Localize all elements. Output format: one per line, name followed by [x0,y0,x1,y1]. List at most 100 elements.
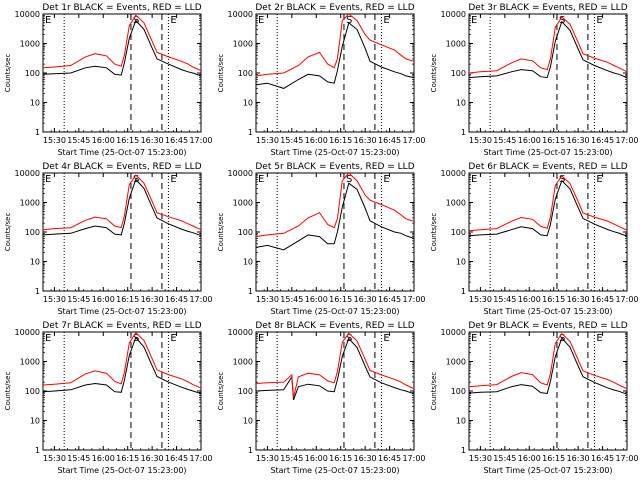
event-marker-label: E [383,333,389,344]
chart-title: Det 3r BLACK = Events, RED = LLD [468,3,627,13]
series-line-events [42,336,202,394]
x-tick-label: 15:45 [280,295,303,304]
event-marker-label: E [170,15,176,26]
x-axis-label: Start Time (25-Oct-07 15:23:00) [483,466,612,475]
y-tick-label: 1 [461,287,466,296]
y-tick-label: 1 [248,287,253,296]
x-tick-label: 16:15 [329,136,352,145]
y-axis-label: Counts/sec [430,213,438,252]
x-tick-label: 15:45 [280,136,303,145]
x-tick-label: 17:00 [402,454,425,463]
x-tick-label: 16:45 [591,454,614,463]
y-tick-label: 1 [461,446,466,455]
y-tick-label: 1000 [233,358,253,367]
x-tick-label: 17:00 [615,136,638,145]
chart-panel: Det 6r BLACK = Events, RED = LLD Counts/s… [430,162,639,316]
y-tick-label: 10 [243,417,253,426]
chart-title: Det 2r BLACK = Events, RED = LLD [255,3,414,13]
series-line-events [42,19,202,77]
y-tick-label: 10000 [228,169,253,178]
event-marker-label: E [471,15,477,26]
x-axis-label: Start Time (25-Oct-07 15:23:00) [57,148,186,157]
x-axis-label: Start Time (25-Oct-07 15:23:00) [57,307,186,316]
x-tick-label: 16:00 [518,136,541,145]
y-tick-label: 1 [248,128,253,137]
x-tick-label: 16:00 [92,136,115,145]
x-tick-label: 16:00 [518,295,541,304]
y-tick-label: 10000 [228,10,253,19]
plot-frame [255,331,415,451]
x-tick-label: 16:45 [378,454,401,463]
event-marker-label: E [596,15,602,26]
y-tick-label: 10 [243,99,253,108]
x-tick-label: 17:00 [402,136,425,145]
y-tick-label: 10 [30,99,40,108]
x-tick-label: 16:30 [141,454,164,463]
x-axis-label: Start Time (25-Oct-07 15:23:00) [270,307,399,316]
y-axis-label: Counts/sec [430,54,438,93]
event-marker-label: S [346,174,352,185]
x-tick-label: 16:00 [305,295,328,304]
y-tick-label: 1000 [20,358,40,367]
x-tick-label: 17:00 [189,136,212,145]
x-tick-label: 17:00 [189,454,212,463]
series-line-lld [255,13,415,77]
x-tick-label: 16:15 [329,454,352,463]
event-marker-label: E [471,174,477,185]
y-tick-label: 10 [30,258,40,267]
y-tick-label: 100 [238,228,253,237]
y-tick-label: 1 [35,446,40,455]
series-line-lld [468,175,628,232]
x-tick-label: 15:45 [67,295,90,304]
event-marker-label: E [471,333,477,344]
x-tick-label: 15:30 [469,295,492,304]
event-marker-label: E [258,15,264,26]
x-tick-label: 15:45 [493,454,516,463]
series-line-lld [42,174,202,231]
y-tick-label: 10000 [228,328,253,337]
y-tick-label: 10 [243,258,253,267]
series-line-lld [468,332,628,390]
x-tick-label: 16:15 [116,136,139,145]
y-tick-label: 10000 [441,10,466,19]
x-axis-label: Start Time (25-Oct-07 15:23:00) [270,466,399,475]
x-tick-label: 16:15 [542,136,565,145]
chart-title: Det 8r BLACK = Events, RED = LLD [255,321,414,331]
x-tick-label: 17:00 [402,295,425,304]
y-tick-label: 10 [456,417,466,426]
x-tick-label: 15:30 [256,295,279,304]
series-line-lld [255,332,415,398]
chart-title: Det 5r BLACK = Events, RED = LLD [255,162,414,172]
x-tick-label: 16:00 [305,454,328,463]
y-tick-label: 1000 [233,40,253,49]
y-tick-label: 1000 [20,40,40,49]
chart-title: Det 7r BLACK = Events, RED = LLD [42,321,201,331]
y-tick-label: 10000 [15,328,40,337]
x-tick-label: 16:45 [165,454,188,463]
y-tick-label: 100 [238,69,253,78]
x-tick-label: 17:00 [615,454,638,463]
event-marker-label: S [559,174,565,185]
x-axis-label: Start Time (25-Oct-07 15:23:00) [57,466,186,475]
x-tick-label: 17:00 [615,295,638,304]
x-tick-label: 16:30 [354,136,377,145]
series-line-lld [42,331,202,389]
y-tick-label: 100 [238,387,253,396]
event-marker-label: E [170,174,176,185]
y-tick-label: 100 [25,69,40,78]
y-tick-label: 100 [25,387,40,396]
x-axis-label: Start Time (25-Oct-07 15:23:00) [483,148,612,157]
y-tick-label: 1000 [446,40,466,49]
event-marker-label: E [45,174,51,185]
x-tick-label: 16:45 [591,136,614,145]
x-tick-label: 15:30 [43,454,66,463]
event-marker-label: E [45,333,51,344]
event-marker-label: E [45,15,51,26]
x-axis-label: Start Time (25-Oct-07 15:23:00) [483,307,612,316]
y-tick-label: 1000 [233,199,253,208]
y-axis-label: Counts/sec [4,372,12,411]
series-line-lld [255,172,415,238]
x-tick-label: 15:45 [493,136,516,145]
x-tick-label: 16:30 [567,295,590,304]
